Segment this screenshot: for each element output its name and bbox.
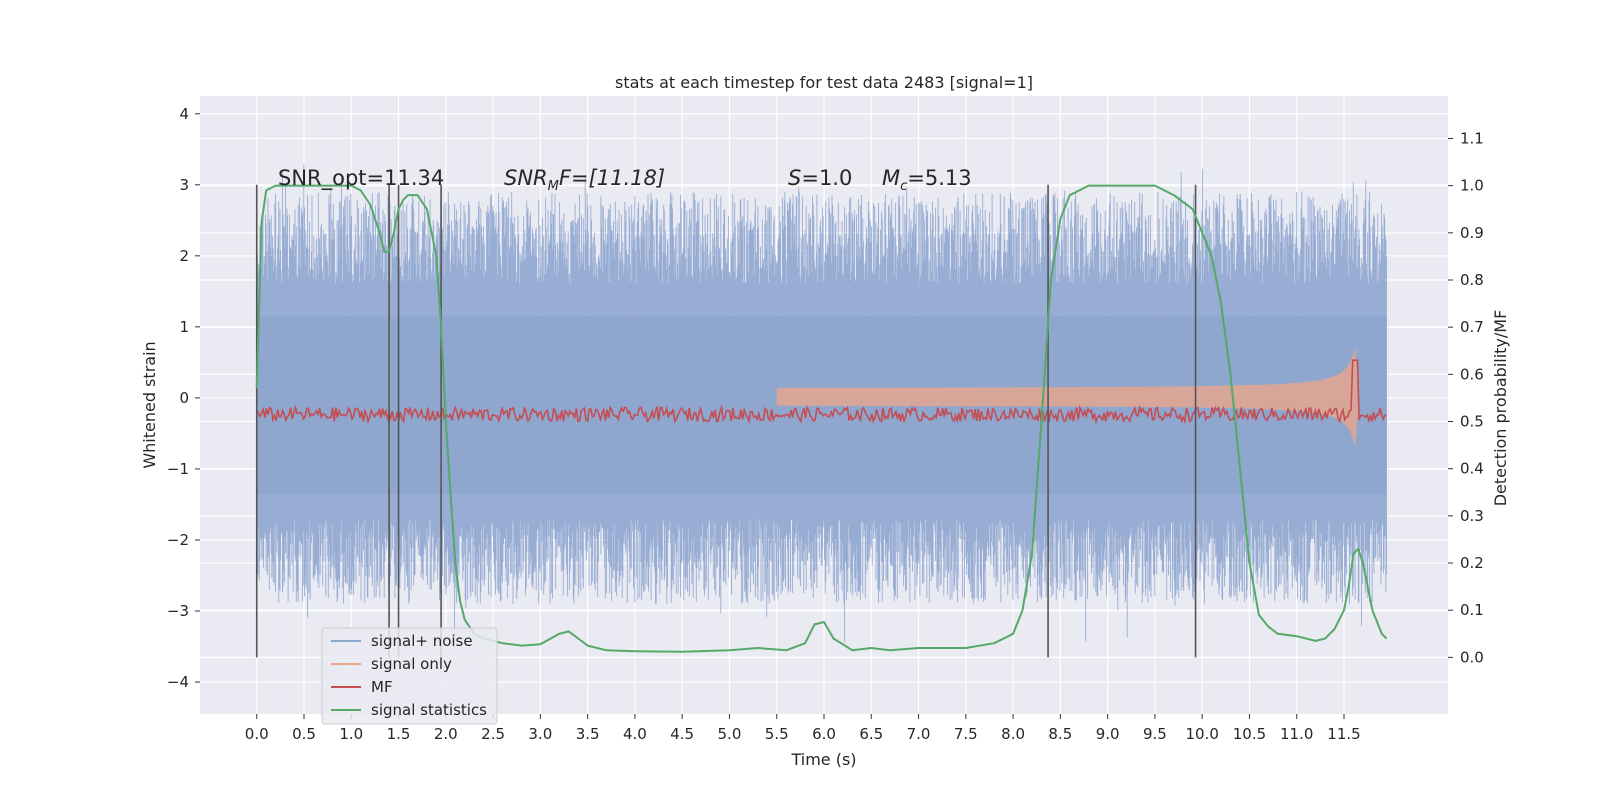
x-tick-label: 9.5	[1143, 725, 1167, 743]
x-tick-label: 6.0	[812, 725, 836, 743]
x-tick-label: 11.5	[1327, 725, 1360, 743]
y-right-tick-label: 0.2	[1460, 554, 1484, 572]
y-right-tick-label: 0.3	[1460, 507, 1484, 525]
x-tick-label: 10.5	[1233, 725, 1266, 743]
annotations: SNR_opt=11.34 SNRMF=[11.18] S=1.0 Mc=5.1…	[278, 166, 972, 194]
y-right-tick-label: 0.5	[1460, 413, 1484, 431]
y-right-axis-label: Detection probability/MF	[1491, 310, 1510, 507]
y-right-tick-label: 1.0	[1460, 177, 1484, 195]
x-tick-label: 3.5	[576, 725, 600, 743]
y-tick-label: −1	[167, 460, 189, 478]
y-right-tick-label: 0.6	[1460, 365, 1484, 383]
signal-statistics-series	[255, 184, 1388, 653]
legend-label-signal-statistics: signal statistics	[371, 701, 487, 719]
legend-label-mf: MF	[371, 678, 393, 696]
x-tick-label: 0.5	[292, 725, 316, 743]
y-tick-label: −4	[167, 673, 189, 691]
x-tick-label: 7.0	[907, 725, 931, 743]
x-axis-label: Time (s)	[790, 750, 856, 769]
y-tick-label: −3	[167, 602, 189, 620]
tick-labels: 0.0 0.5 1.0 1.5 2.0 2.5 3.0 3.5 4.0 4.5 5.0 5.5 6.0 6…	[167, 105, 1484, 743]
signal-only-envelope	[776, 347, 1360, 447]
y-right-tick-label: 0.4	[1460, 460, 1484, 478]
chart-title: stats at each timestep for test data 248…	[615, 73, 1033, 92]
annotation-snr-mf: SNRMF=[11.18]	[504, 166, 665, 194]
y-right-tick-label: 0.9	[1460, 224, 1484, 242]
vertical-markers	[255, 184, 1197, 658]
x-tick-label: 5.5	[765, 725, 789, 743]
x-tick-label: 5.0	[718, 725, 742, 743]
y-tick-label: 1	[179, 318, 189, 336]
x-tick-label: 2.0	[434, 725, 458, 743]
y-right-tick-label: 1.1	[1460, 129, 1484, 147]
y-axis-label: Whitened strain	[140, 341, 159, 468]
x-tick-label: 2.5	[481, 725, 505, 743]
x-tick-label: 11.0	[1280, 725, 1313, 743]
x-tick-label: 9.0	[1096, 725, 1120, 743]
y-tick-label: −2	[167, 531, 189, 549]
legend-box	[321, 627, 498, 725]
signal-only-series	[776, 347, 1360, 447]
x-tick-label: 8.5	[1048, 725, 1072, 743]
x-tick-label: 4.5	[670, 725, 694, 743]
x-tick-label: 8.0	[1001, 725, 1025, 743]
y-tick-label: 2	[179, 247, 189, 265]
annotation-s: S=1.0	[788, 166, 852, 190]
x-tick-label: 7.5	[954, 725, 978, 743]
x-tick-label: 0.0	[245, 725, 269, 743]
y-right-tick-label: 0.7	[1460, 318, 1484, 336]
x-tick-label: 6.5	[859, 725, 883, 743]
x-tick-label: 4.0	[623, 725, 647, 743]
legend-label-signal-noise: signal+ noise	[371, 632, 473, 650]
y-right-tick-label: 0.0	[1460, 648, 1484, 666]
legend-label-signal-only: signal only	[371, 655, 452, 673]
annotation-mc: Mc=5.13	[882, 166, 972, 194]
annotation-snr-opt: SNR_opt=11.34	[278, 166, 444, 191]
y-tick-label: 3	[179, 176, 189, 194]
legend: signal+ noise signal only MF signal stat…	[321, 627, 498, 725]
x-tick-label: 1.0	[339, 725, 363, 743]
y-right-tick-label: 0.1	[1460, 601, 1484, 619]
y-tick-label: 4	[179, 105, 189, 123]
x-tick-label: 3.0	[528, 725, 552, 743]
signal-statistics-line	[255, 184, 1388, 653]
y-right-tick-label: 0.8	[1460, 271, 1484, 289]
y-tick-label: 0	[179, 389, 189, 407]
x-tick-label: 10.0	[1185, 725, 1218, 743]
x-tick-label: 1.5	[387, 725, 411, 743]
